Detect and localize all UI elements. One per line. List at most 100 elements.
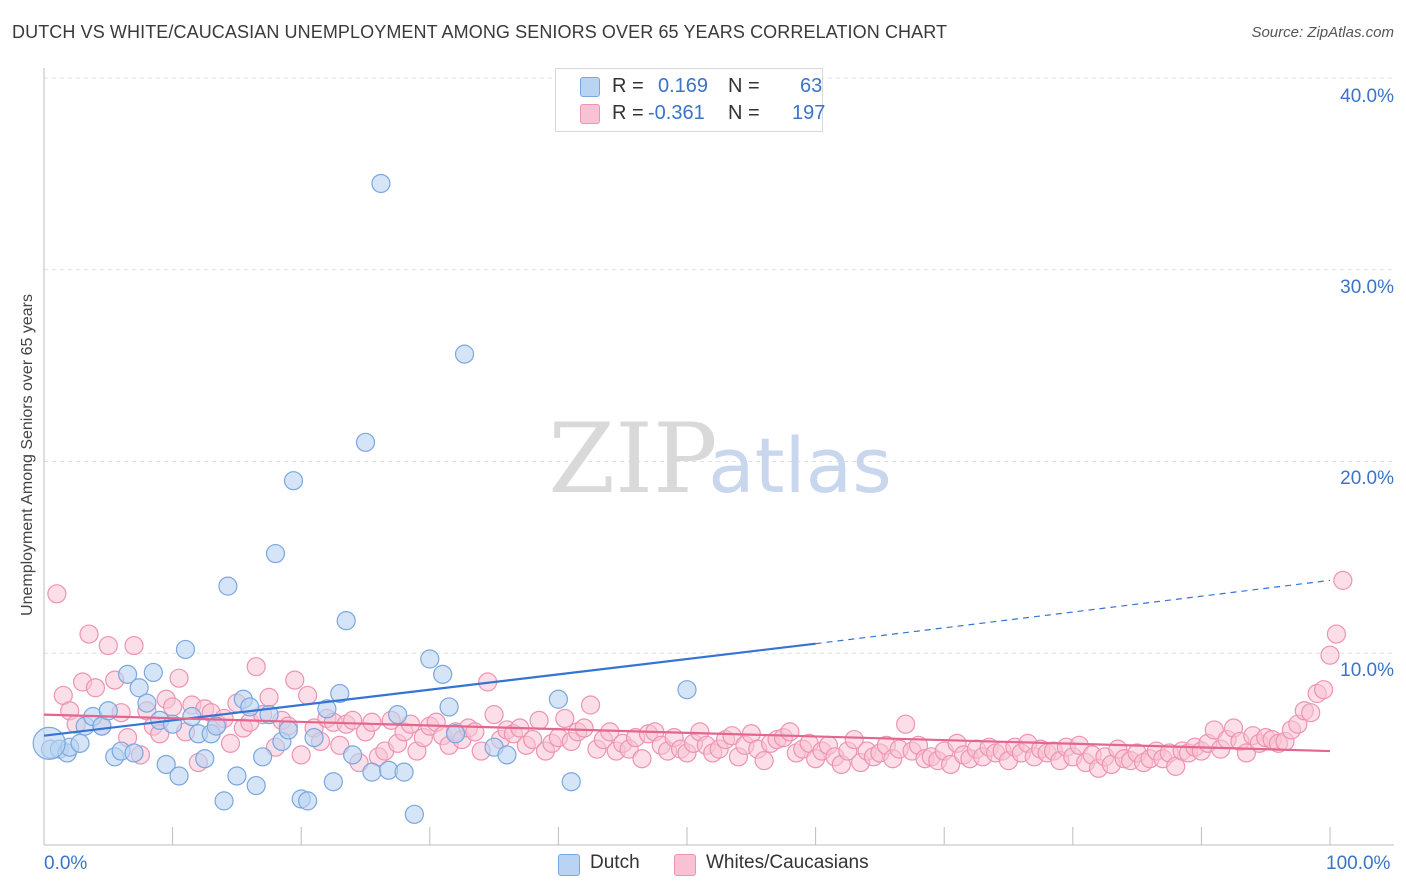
dutch-point-cluster: [32, 726, 66, 760]
dutch-point-51: [394, 762, 414, 782]
dutch-point-31: [246, 775, 266, 796]
dutch-point-60: [548, 689, 569, 709]
white-point-195: [1301, 703, 1321, 723]
white-point-75: [529, 710, 549, 730]
white-point-124: [844, 729, 864, 750]
white-point-27: [220, 733, 241, 753]
dutch-n-label: N =: [728, 75, 760, 97]
dutch-point-39: [298, 791, 318, 811]
legend-dutch-label: Dutch: [590, 852, 640, 873]
dutch-point-14: [137, 693, 157, 713]
dutch-r-label: R =: [612, 75, 644, 97]
dutch-point-46: [355, 432, 376, 452]
white-point-18: [163, 697, 183, 717]
white-trend-line: [43, 713, 1331, 753]
white-point-68: [484, 705, 504, 725]
dutch-point-20: [175, 639, 196, 660]
dutch-point-56: [445, 724, 466, 744]
dutch-point-47: [362, 762, 382, 782]
dutch-point-57: [454, 344, 475, 364]
dutch-point-12: [124, 743, 144, 763]
white-point-31: [246, 657, 266, 677]
dutch-n-value: 63: [800, 75, 823, 97]
y-tick-label-30: 30.0%: [1340, 277, 1394, 298]
dutch-point-61: [561, 772, 581, 792]
dutch-point-40: [304, 728, 324, 748]
white-point-132: [896, 714, 916, 734]
y-tick-label-40: 40.0%: [1340, 86, 1394, 107]
watermark-zip: ZIP: [548, 403, 717, 515]
white-point-19: [169, 668, 189, 688]
dutch-point-4: [70, 733, 90, 753]
y-tick-label-10: 10.0%: [1340, 660, 1394, 681]
dutch-trend-line: [43, 642, 816, 737]
white-point-82: [574, 718, 594, 738]
dutch-point-62: [677, 680, 697, 700]
white-point-38: [291, 745, 311, 765]
white-point-5: [79, 624, 99, 644]
white-point-200: [1333, 570, 1353, 590]
white-r-value: -0.361: [648, 102, 705, 124]
dutch-point-55: [439, 697, 459, 717]
white-point-49: [362, 712, 382, 732]
white-point-12: [124, 635, 144, 656]
dutch-point-43: [330, 683, 350, 704]
white-point-39: [298, 685, 318, 706]
dutch-point-25: [206, 716, 226, 736]
watermark: ZIP atlas: [548, 403, 891, 515]
dutch-point-26: [214, 791, 234, 811]
white-point-91: [632, 749, 652, 769]
dutch-point-59: [497, 745, 517, 765]
white-point-79: [555, 708, 575, 729]
white-point-105: [722, 726, 742, 746]
white-point-180: [1204, 720, 1224, 740]
white-point-83: [580, 695, 601, 715]
dutch-point-50: [388, 705, 408, 725]
dutch-point-42: [323, 772, 343, 792]
white-point-74: [523, 729, 543, 750]
white-point-110: [754, 751, 774, 771]
white-point-139: [941, 754, 961, 775]
dutch-swatch: [580, 77, 600, 97]
stats-legend: R = 0.169 N = 63 R = -0.361 N = 197: [555, 68, 826, 132]
white-r-label: R =: [612, 102, 644, 124]
dutch-point-41: [317, 699, 337, 719]
dutch-r-value: 0.169: [658, 75, 709, 97]
dutch-point-17: [156, 754, 176, 775]
chart-title: DUTCH VS WHITE/CAUCASIAN UNEMPLOYMENT AM…: [12, 22, 948, 42]
dutch-point-13: [129, 678, 149, 698]
dutch-trend-extension: [815, 579, 1331, 645]
dutch-point-54: [433, 664, 453, 684]
white-n-value: 197: [792, 102, 826, 124]
dutch-point-23: [195, 749, 215, 769]
dutch-point-53: [420, 649, 440, 669]
watermark-atlas: atlas: [708, 421, 892, 510]
dutch-point-27: [218, 576, 238, 596]
x-tick-label-min: 0.0%: [44, 853, 88, 874]
dutch-point-48: [371, 173, 391, 194]
white-point-8: [98, 635, 118, 656]
white-point-114: [780, 722, 800, 742]
white-point-6: [85, 678, 106, 698]
dutch-point-37: [283, 471, 304, 491]
white-point-197: [1313, 680, 1334, 700]
white-point-33: [259, 687, 279, 707]
dutch-point-34: [265, 543, 286, 564]
legend-white-swatch: [674, 854, 696, 876]
legend-white-label: Whites/Caucasians: [706, 852, 869, 873]
dutch-point-30: [240, 697, 260, 717]
dutch-point-11: [117, 664, 138, 684]
dutch-point-19: [169, 766, 189, 786]
white-point-44: [330, 735, 350, 755]
dutch-point-15: [143, 662, 163, 683]
dutch-point-45: [343, 745, 363, 765]
source-label: Source: ZipAtlas.com: [1251, 24, 1394, 41]
dutch-point-36: [278, 720, 298, 740]
dutch-point-44: [336, 611, 356, 631]
white-point-199: [1326, 624, 1347, 644]
x-tick-label-max: 100.0%: [1326, 853, 1391, 874]
white-point-198: [1320, 645, 1340, 665]
dutch-point-28: [227, 766, 247, 786]
white-n-label: N =: [728, 102, 760, 124]
